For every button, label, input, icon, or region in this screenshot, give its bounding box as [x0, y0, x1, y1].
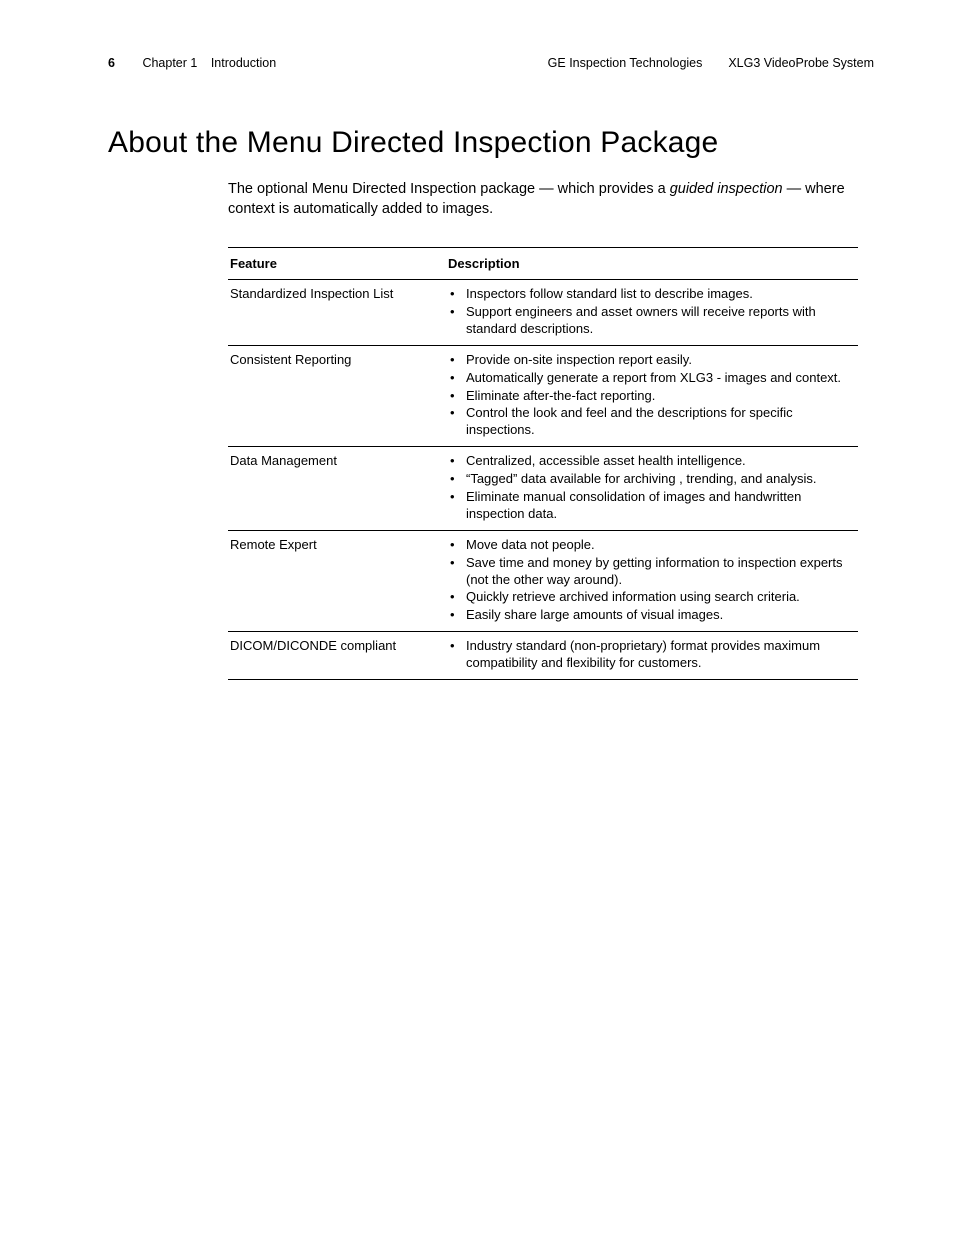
list-item: Automatically generate a report from XLG…: [448, 370, 852, 387]
intro-italic: guided inspection: [670, 181, 783, 197]
header-separator: [712, 56, 719, 70]
feature-cell: Standardized Inspection List: [228, 280, 446, 346]
description-list: Inspectors follow standard list to descr…: [448, 286, 852, 338]
list-item: Save time and money by getting informati…: [448, 555, 852, 589]
list-item: Move data not people.: [448, 537, 852, 554]
chapter-title: Introduction: [211, 56, 276, 70]
feature-cell: Consistent Reporting: [228, 345, 446, 446]
table-row: DICOM/DICONDE compliantIndustry standard…: [228, 632, 858, 680]
feature-cell: DICOM/DICONDE compliant: [228, 632, 446, 680]
list-item: Easily share large amounts of visual ima…: [448, 607, 852, 624]
feature-cell: Data Management: [228, 447, 446, 531]
header-left: 6 Chapter 1 Introduction: [108, 56, 276, 70]
description-list: Industry standard (non-proprietary) form…: [448, 638, 852, 672]
company-name: GE Inspection Technologies: [548, 56, 703, 70]
product-name: XLG3 VideoProbe System: [728, 56, 874, 70]
description-cell: Centralized, accessible asset health int…: [446, 447, 858, 531]
intro-pre: The optional Menu Directed Inspection pa…: [228, 181, 670, 197]
table-header-row: Feature Description: [228, 248, 858, 280]
feature-cell: Remote Expert: [228, 530, 446, 631]
col-header-feature: Feature: [228, 248, 446, 280]
description-list: Centralized, accessible asset health int…: [448, 453, 852, 523]
list-item: Eliminate manual consolidation of images…: [448, 489, 852, 523]
table-row: Data ManagementCentralized, accessible a…: [228, 447, 858, 531]
list-item: “Tagged” data available for archiving , …: [448, 471, 852, 488]
description-list: Provide on-site inspection report easily…: [448, 352, 852, 439]
feature-table: Feature Description Standardized Inspect…: [228, 247, 858, 680]
header-right: GE Inspection Technologies XLG3 VideoPro…: [548, 56, 874, 70]
list-item: Control the look and feel and the descri…: [448, 405, 852, 439]
table-row: Standardized Inspection ListInspectors f…: [228, 280, 858, 346]
chapter-label: Chapter 1: [142, 56, 197, 70]
table-row: Consistent ReportingProvide on-site insp…: [228, 345, 858, 446]
list-item: Quickly retrieve archived information us…: [448, 589, 852, 606]
description-list: Move data not people.Save time and money…: [448, 537, 852, 624]
description-cell: Inspectors follow standard list to descr…: [446, 280, 858, 346]
document-page: 6 Chapter 1 Introduction GE Inspection T…: [0, 0, 954, 1235]
list-item: Eliminate after-the-fact reporting.: [448, 388, 852, 405]
running-header: 6 Chapter 1 Introduction GE Inspection T…: [108, 56, 874, 70]
page-number: 6: [108, 56, 115, 70]
table-row: Remote ExpertMove data not people.Save t…: [228, 530, 858, 631]
description-cell: Move data not people.Save time and money…: [446, 530, 858, 631]
col-header-description: Description: [446, 248, 858, 280]
description-cell: Provide on-site inspection report easily…: [446, 345, 858, 446]
section-title: About the Menu Directed Inspection Packa…: [108, 126, 874, 160]
intro-paragraph: The optional Menu Directed Inspection pa…: [228, 180, 858, 219]
list-item: Support engineers and asset owners will …: [448, 304, 852, 338]
list-item: Industry standard (non-proprietary) form…: [448, 638, 852, 672]
description-cell: Industry standard (non-proprietary) form…: [446, 632, 858, 680]
list-item: Provide on-site inspection report easily…: [448, 352, 852, 369]
list-item: Centralized, accessible asset health int…: [448, 453, 852, 470]
list-item: Inspectors follow standard list to descr…: [448, 286, 852, 303]
